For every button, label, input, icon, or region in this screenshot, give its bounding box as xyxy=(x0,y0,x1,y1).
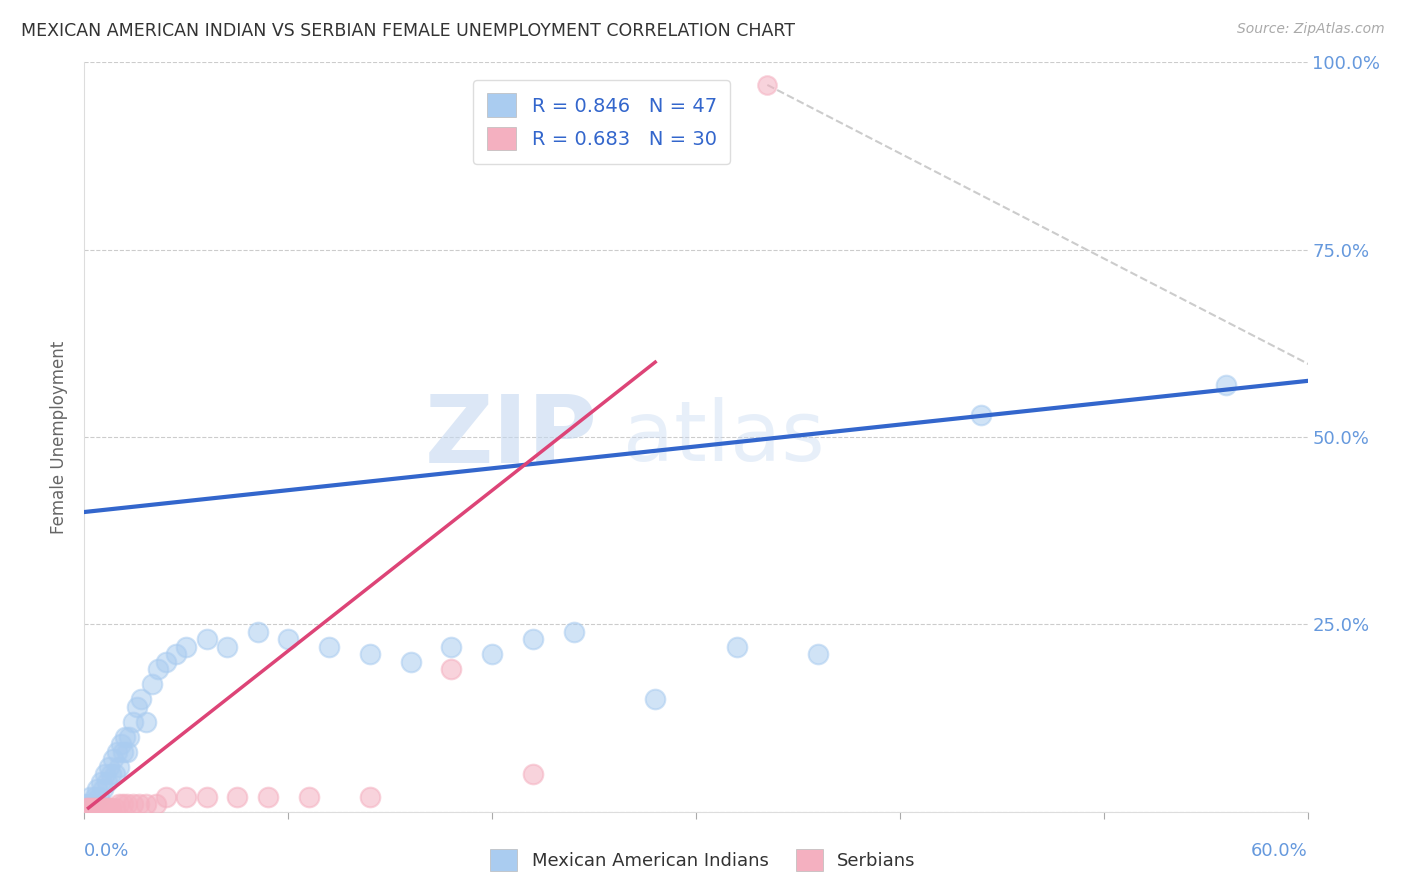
Point xyxy=(115,797,138,812)
Point xyxy=(91,801,114,815)
Point xyxy=(101,752,124,766)
Point xyxy=(644,692,666,706)
Point xyxy=(77,797,100,812)
Point xyxy=(217,640,239,654)
Point xyxy=(83,801,105,815)
Point xyxy=(522,767,544,781)
Point xyxy=(318,640,340,654)
Point xyxy=(399,655,422,669)
Point xyxy=(104,767,127,781)
Point xyxy=(725,640,748,654)
Point xyxy=(128,797,150,812)
Point xyxy=(86,782,108,797)
Legend: Mexican American Indians, Serbians: Mexican American Indians, Serbians xyxy=(484,842,922,879)
Point xyxy=(79,801,101,815)
Point xyxy=(440,662,463,676)
Point xyxy=(127,699,149,714)
Point xyxy=(79,789,101,804)
Point xyxy=(87,789,110,804)
Point xyxy=(87,801,110,815)
Point xyxy=(131,692,153,706)
Point xyxy=(226,789,249,804)
Point xyxy=(114,730,136,744)
Point xyxy=(82,801,104,815)
Point xyxy=(756,78,779,92)
Text: 0.0%: 0.0% xyxy=(84,842,129,860)
Point xyxy=(562,624,585,639)
Point xyxy=(86,801,108,815)
Point xyxy=(75,797,97,812)
Point xyxy=(93,801,115,815)
Point xyxy=(359,789,381,804)
Point xyxy=(135,714,157,729)
Text: MEXICAN AMERICAN INDIAN VS SERBIAN FEMALE UNEMPLOYMENT CORRELATION CHART: MEXICAN AMERICAN INDIAN VS SERBIAN FEMAL… xyxy=(21,22,794,40)
Point xyxy=(807,648,830,662)
Point xyxy=(174,640,197,654)
Text: atlas: atlas xyxy=(623,397,824,477)
Point xyxy=(359,648,381,662)
Text: Source: ZipAtlas.com: Source: ZipAtlas.com xyxy=(1237,22,1385,37)
Point xyxy=(115,745,138,759)
Point xyxy=(112,797,135,812)
Point xyxy=(257,789,280,804)
Legend: R = 0.846   N = 47, R = 0.683   N = 30: R = 0.846 N = 47, R = 0.683 N = 30 xyxy=(474,79,730,164)
Point xyxy=(195,789,218,804)
Point xyxy=(108,797,131,812)
Point xyxy=(100,801,122,815)
Point xyxy=(96,774,118,789)
Text: ZIP: ZIP xyxy=(425,391,598,483)
Point xyxy=(90,774,112,789)
Point xyxy=(91,782,114,797)
Point xyxy=(90,801,112,815)
Point xyxy=(145,797,167,812)
Point xyxy=(82,797,104,812)
Text: 60.0%: 60.0% xyxy=(1251,842,1308,860)
Point xyxy=(96,801,118,815)
Point xyxy=(155,789,177,804)
Point xyxy=(155,655,177,669)
Point xyxy=(75,801,97,815)
Point xyxy=(100,767,122,781)
Point xyxy=(174,789,197,804)
Point xyxy=(83,789,105,804)
Point xyxy=(97,760,120,774)
Point xyxy=(112,745,135,759)
Point xyxy=(97,801,120,815)
Point xyxy=(1215,377,1237,392)
Point xyxy=(146,662,169,676)
Point xyxy=(122,797,145,812)
Point xyxy=(141,677,163,691)
Point xyxy=(135,797,157,812)
Point xyxy=(122,714,145,729)
Point xyxy=(298,789,321,804)
Point xyxy=(110,737,132,751)
Point xyxy=(108,760,131,774)
Point xyxy=(970,408,993,422)
Point xyxy=(77,801,100,815)
Point xyxy=(246,624,269,639)
Point xyxy=(118,730,141,744)
Y-axis label: Female Unemployment: Female Unemployment xyxy=(51,341,69,533)
Point xyxy=(165,648,187,662)
Point xyxy=(522,632,544,647)
Point xyxy=(277,632,299,647)
Point xyxy=(195,632,218,647)
Point xyxy=(104,801,127,815)
Point xyxy=(93,767,115,781)
Point xyxy=(440,640,463,654)
Point xyxy=(105,745,128,759)
Point xyxy=(481,648,503,662)
